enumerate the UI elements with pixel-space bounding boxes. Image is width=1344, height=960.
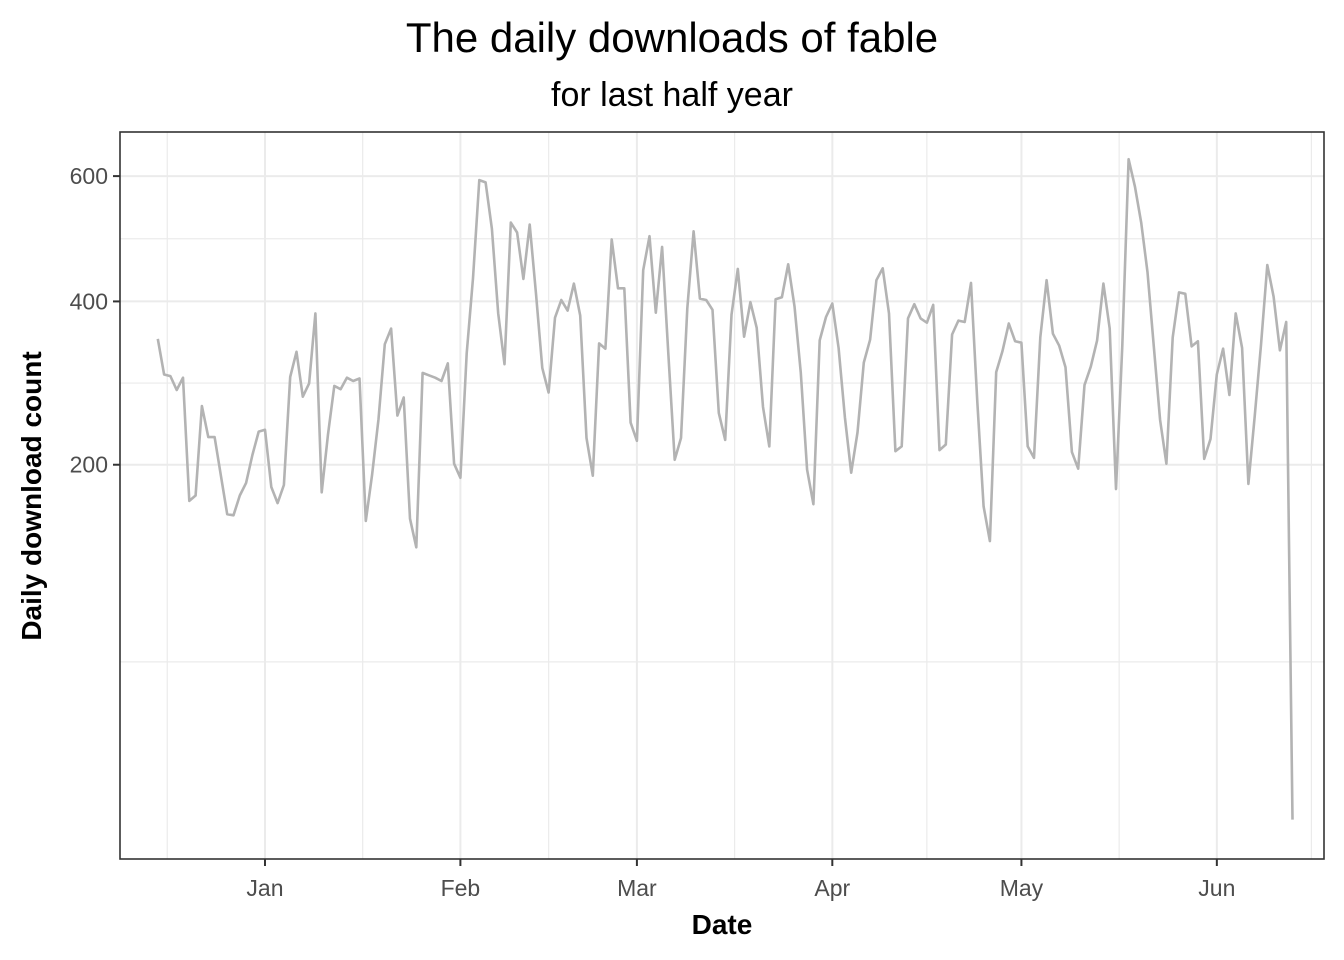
x-tick-label: Jun	[1198, 875, 1235, 901]
chart-subtitle: for last half year	[551, 76, 793, 114]
x-tick-label: Apr	[814, 875, 850, 901]
minor-gridlines	[120, 132, 1324, 859]
y-tick-label: 600	[70, 163, 108, 189]
x-tick-label: May	[1000, 875, 1044, 901]
chart-title: The daily downloads of fable	[406, 14, 938, 61]
axis-ticks	[113, 175, 1218, 866]
x-tick-label: Jan	[246, 875, 283, 901]
x-tick-label: Feb	[441, 875, 481, 901]
plot-panel-border	[119, 131, 1325, 860]
y-axis-title: Daily download count	[16, 351, 47, 640]
y-tick-label: 400	[70, 288, 108, 314]
series-line-downloads	[156, 157, 1294, 820]
series-layer	[156, 157, 1294, 820]
y-tick-label: 200	[70, 452, 108, 478]
axis-tick-labels: 200 400 600 Jan Feb Mar Apr May Jun	[70, 163, 1236, 901]
x-axis-title: Date	[692, 909, 753, 940]
x-tick-label: Mar	[617, 875, 657, 901]
